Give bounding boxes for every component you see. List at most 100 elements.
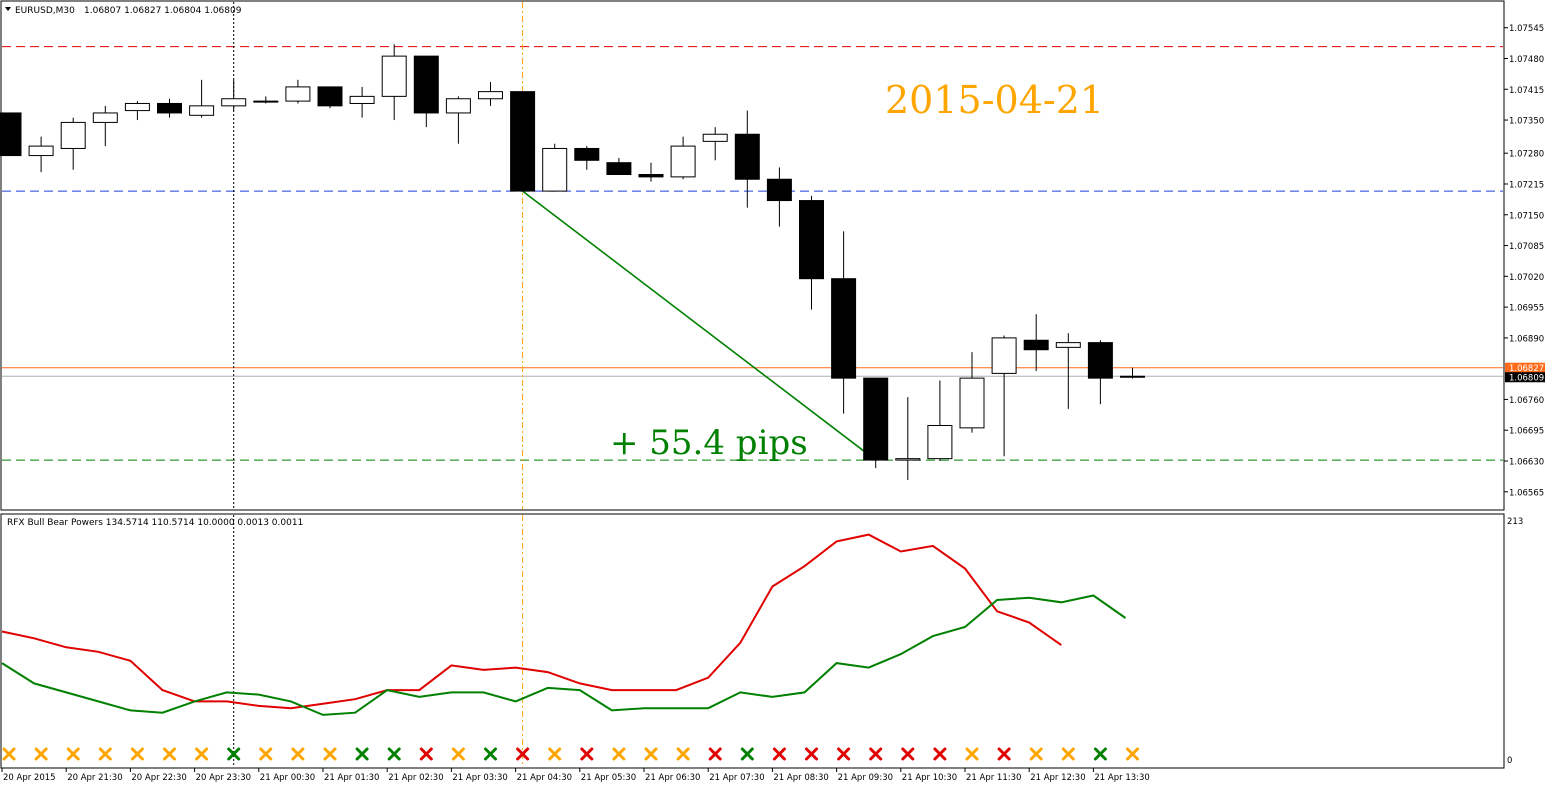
indicator-panel-frame xyxy=(0,513,1505,769)
time-tick-label: 21 Apr 11:30 xyxy=(966,773,1021,783)
candle-body xyxy=(799,200,824,280)
signal-x-marker xyxy=(1029,747,1043,761)
candle-body xyxy=(28,145,54,157)
candle-body xyxy=(895,458,921,461)
signal-x-stroke xyxy=(291,747,305,761)
signal-x-marker xyxy=(901,747,915,761)
candle xyxy=(863,377,889,469)
candle xyxy=(1023,314,1049,372)
candle xyxy=(1087,340,1113,405)
time-tick-label: 21 Apr 06:30 xyxy=(645,773,700,783)
signal-x-marker xyxy=(419,747,433,761)
signal-x-stroke xyxy=(548,747,562,761)
candle xyxy=(189,79,215,118)
time-tick-label: 21 Apr 07:30 xyxy=(709,773,764,783)
symbol-label: EURUSD,M30 xyxy=(15,6,75,16)
signal-x-stroke xyxy=(1029,747,1043,761)
price-panel-frame xyxy=(0,0,1505,511)
signal-x-stroke xyxy=(163,747,176,761)
collapse-triangle-icon[interactable] xyxy=(5,7,11,11)
time-tick-label: 21 Apr 04:30 xyxy=(517,773,572,783)
signal-x-marker xyxy=(580,747,594,761)
candle xyxy=(959,352,985,433)
candle xyxy=(157,98,182,118)
candle-body xyxy=(445,98,471,114)
signal-x-marker xyxy=(323,747,337,761)
bear-power-line xyxy=(1,533,1062,710)
bull-power-line xyxy=(1,594,1127,716)
signal-x-stroke xyxy=(676,747,690,761)
candle-body xyxy=(221,98,247,107)
signal-x-stroke xyxy=(259,747,273,761)
signal-x-marker xyxy=(805,747,818,761)
bid-price-tag xyxy=(1505,372,1545,383)
signal-x-stroke xyxy=(2,747,16,761)
signal-x-stroke xyxy=(1061,747,1075,761)
signal-x-marker xyxy=(1061,747,1075,761)
candle-body xyxy=(1055,342,1081,348)
signal-x-marker xyxy=(163,747,176,761)
signal-x-stroke xyxy=(66,747,80,761)
candle-body xyxy=(157,102,182,114)
candle xyxy=(413,55,439,128)
candle xyxy=(542,143,568,192)
price-tick-label: 1.07150 xyxy=(1509,211,1544,221)
candle-body xyxy=(542,147,568,192)
price-tick-label: 1.07215 xyxy=(1509,180,1544,190)
candle-body xyxy=(831,278,857,379)
signal-x-stroke xyxy=(869,747,883,761)
time-tick-label: 21 Apr 05:30 xyxy=(581,773,636,783)
signal-x-stroke xyxy=(1126,747,1139,761)
candle-body xyxy=(413,55,439,114)
candle-body xyxy=(574,147,600,161)
ohlc-values: 1.06807 1.06827 1.06804 1.06809 xyxy=(84,6,242,16)
candle-body xyxy=(317,86,343,107)
candle xyxy=(702,127,728,161)
signal-x-stroke xyxy=(484,747,497,761)
signal-x-stroke xyxy=(98,747,112,761)
price-tick-label: 1.06565 xyxy=(1509,488,1544,498)
time-tick-label: 21 Apr 02:30 xyxy=(388,773,443,783)
signal-x-stroke xyxy=(451,747,465,761)
candle xyxy=(28,136,54,173)
candle-body xyxy=(1087,342,1113,379)
candle xyxy=(831,231,857,414)
price-tick-label: 1.07350 xyxy=(1509,117,1544,127)
bid-price-tag-label: 1.06809 xyxy=(1509,374,1544,384)
signal-x-marker xyxy=(516,747,530,761)
signal-x-marker xyxy=(644,747,658,761)
candle-body xyxy=(606,162,632,176)
signal-x-stroke xyxy=(933,747,947,761)
time-tick-label: 21 Apr 08:30 xyxy=(773,773,828,783)
candle-body xyxy=(863,377,889,461)
candle-body xyxy=(285,86,311,102)
signal-x-stroke xyxy=(837,747,851,761)
signal-x-stroke xyxy=(740,747,754,761)
candle-body xyxy=(1120,375,1145,378)
signal-x-marker xyxy=(484,747,497,761)
candle xyxy=(734,110,760,208)
signal-x-stroke xyxy=(387,747,401,761)
price-panel[interactable]: EURUSD,M30 1.06807 1.06827 1.06804 1.068… xyxy=(0,0,1505,511)
candle-body xyxy=(959,377,985,429)
time-tick-label: 21 Apr 09:30 xyxy=(838,773,893,783)
signal-x-stroke xyxy=(580,747,594,761)
candle xyxy=(799,195,824,310)
candle-body xyxy=(1023,339,1049,351)
ask-price-tag xyxy=(1505,362,1545,373)
price-axis: 1.07545 1.07480 1.07415 1.07350 1.07280 1.072… xyxy=(1504,24,1545,498)
candle xyxy=(927,380,953,462)
candle-body xyxy=(927,424,953,460)
signal-x-marker xyxy=(740,747,754,761)
signal-x-stroke xyxy=(772,747,786,761)
signal-x-stroke xyxy=(355,747,369,761)
signal-x-marker xyxy=(66,747,80,761)
signal-x-marker xyxy=(291,747,305,761)
time-tick-label: 20 Apr 23:30 xyxy=(196,773,251,783)
indicator-tick-label: 0 xyxy=(1507,756,1512,766)
candle xyxy=(445,96,471,144)
time-tick-label: 21 Apr 01:30 xyxy=(324,773,379,783)
indicator-panel[interactable]: RFX Bull Bear Powers 134.5714 110.5714 1… xyxy=(0,513,1505,769)
price-tick-label: 1.06760 xyxy=(1509,396,1544,406)
candle-body xyxy=(92,112,118,123)
